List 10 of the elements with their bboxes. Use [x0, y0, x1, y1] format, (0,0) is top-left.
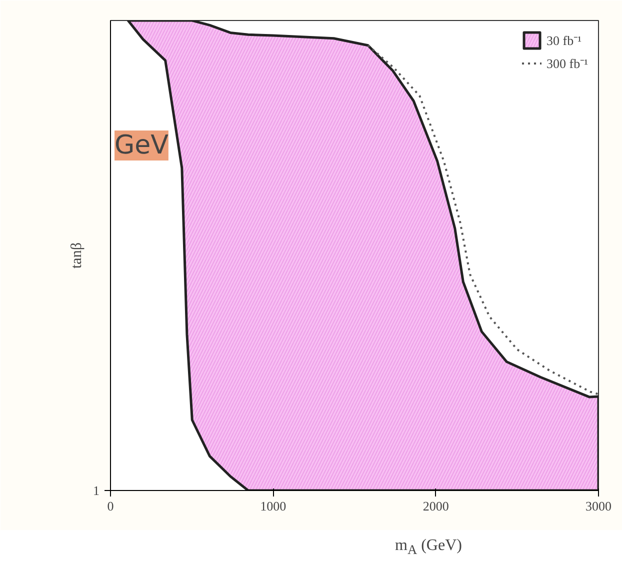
x-tick-label: 0 — [107, 498, 114, 514]
x-tick-label: 3000 — [586, 498, 612, 514]
y-axis-title: tanβ — [69, 242, 85, 268]
x-axis-title: m$_{A}$ (GeV) — [395, 536, 462, 560]
x-tick-label: 1000 — [260, 498, 286, 514]
legend-label: 300 fb⁻¹ — [546, 55, 588, 72]
text: 1 — [93, 483, 100, 498]
x-tick-label: 2000 — [422, 498, 449, 514]
annotation: GeV — [114, 130, 169, 160]
legend-label: 30 fb⁻¹ — [546, 32, 582, 49]
